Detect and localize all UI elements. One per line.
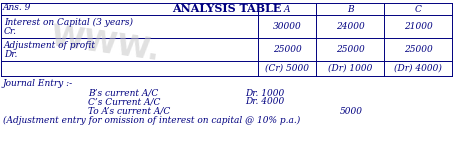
Text: C’s Current A/C: C’s Current A/C: [88, 98, 160, 106]
Text: B’s current A/C: B’s current A/C: [88, 89, 158, 98]
Text: Ans. 9: Ans. 9: [3, 3, 31, 12]
Text: (Dr) 1000: (Dr) 1000: [328, 64, 372, 73]
Text: 25000: 25000: [336, 45, 365, 54]
Text: Dr. 4000: Dr. 4000: [245, 98, 284, 106]
Text: Journal Entry :-: Journal Entry :-: [3, 79, 73, 88]
Text: (Adjustment entry for omission of interest on capital @ 10% p.a.): (Adjustment entry for omission of intere…: [3, 115, 300, 125]
Text: 5000: 5000: [340, 106, 363, 115]
Text: 30000: 30000: [272, 22, 301, 31]
Text: 24000: 24000: [336, 22, 365, 31]
Text: (Dr) 4000): (Dr) 4000): [394, 64, 442, 73]
Text: WWW.: WWW.: [49, 22, 162, 66]
Text: Dr. 1000: Dr. 1000: [245, 89, 284, 98]
Text: A: A: [284, 4, 290, 13]
Text: (Cr) 5000: (Cr) 5000: [265, 64, 309, 73]
Text: 21000: 21000: [404, 22, 432, 31]
Text: 25000: 25000: [404, 45, 432, 54]
Text: B: B: [347, 4, 353, 13]
Text: To A’s current A/C: To A’s current A/C: [88, 106, 170, 115]
Text: Interest on Capital (3 years): Interest on Capital (3 years): [4, 18, 133, 27]
Text: 25000: 25000: [272, 45, 301, 54]
Text: Dr.: Dr.: [4, 50, 17, 59]
Text: ANALYSIS TABLE: ANALYSIS TABLE: [173, 2, 281, 13]
Text: Cr.: Cr.: [4, 27, 17, 36]
Text: C: C: [415, 4, 421, 13]
Text: Adjustment of profit: Adjustment of profit: [4, 41, 96, 50]
